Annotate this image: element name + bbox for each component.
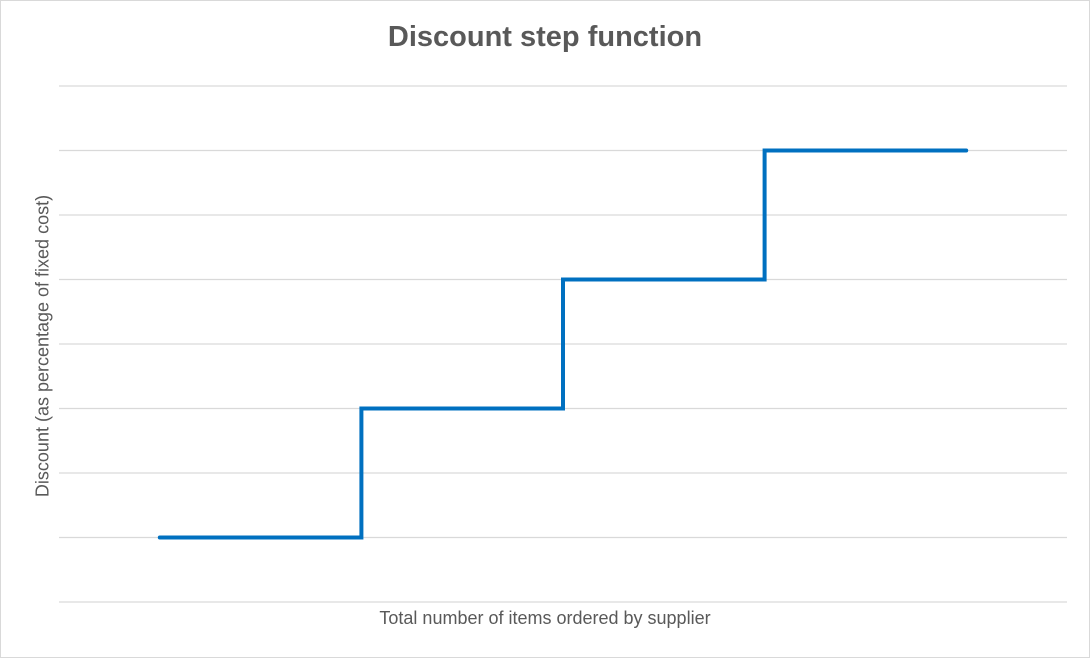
x-axis-label: Total number of items ordered by supplie… [379, 608, 711, 628]
chart-title: Discount step function [387, 21, 703, 53]
y-axis-label: Discount (as percentage of fixed cost) [32, 194, 53, 498]
series-group [157, 148, 969, 540]
series-line [157, 148, 969, 540]
